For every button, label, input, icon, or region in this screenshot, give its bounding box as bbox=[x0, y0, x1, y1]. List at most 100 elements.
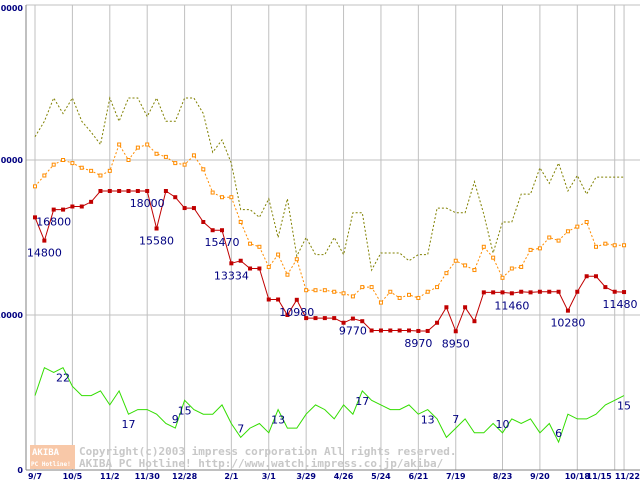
data-point-average bbox=[444, 271, 449, 276]
data-point-min bbox=[603, 285, 608, 290]
x-tick-label: 4/26 bbox=[334, 472, 354, 480]
copyright-line: Copyright(c)2003 impress corporation All… bbox=[79, 445, 457, 458]
data-point-average bbox=[509, 266, 514, 271]
data-point-average bbox=[425, 289, 430, 294]
data-point-average bbox=[229, 195, 234, 200]
x-tick-label: 3/29 bbox=[296, 472, 316, 480]
x-tick-label: 3/1 bbox=[262, 472, 276, 480]
data-point-min bbox=[294, 297, 299, 302]
series-line-max bbox=[34, 96, 624, 272]
min-price-label: 10280 bbox=[550, 317, 585, 330]
data-point-min bbox=[622, 290, 627, 295]
data-point-min bbox=[547, 289, 552, 294]
data-point-average bbox=[257, 244, 262, 249]
data-point-min bbox=[210, 228, 215, 233]
x-tick-label: 11/30 bbox=[135, 472, 161, 480]
data-point-average bbox=[89, 168, 94, 173]
data-point-min bbox=[61, 207, 66, 212]
count-label: 22 bbox=[56, 372, 70, 385]
data-point-min bbox=[556, 289, 561, 294]
data-point-average bbox=[556, 238, 561, 243]
x-tick-label: 11/15 bbox=[587, 472, 613, 480]
data-point-average bbox=[416, 295, 421, 300]
x-tick-label: 12/28 bbox=[172, 472, 198, 480]
y-tick-label: 10000 bbox=[0, 311, 23, 320]
data-point-min bbox=[173, 195, 178, 200]
data-point-min bbox=[220, 228, 224, 233]
series-line-min bbox=[34, 190, 625, 333]
data-point-average bbox=[135, 145, 140, 150]
data-point-average bbox=[341, 291, 346, 296]
data-point-min bbox=[126, 189, 131, 193]
y-tick-label: 20000 bbox=[0, 156, 23, 165]
x-tick-label: 10/18 bbox=[565, 472, 591, 480]
series-line-count bbox=[34, 366, 625, 444]
data-point-average bbox=[407, 292, 411, 297]
min-price-label: 11480 bbox=[603, 298, 638, 311]
data-point-min bbox=[435, 320, 440, 325]
data-point-average bbox=[266, 264, 271, 269]
x-tick-label: 11/22 bbox=[615, 472, 640, 480]
data-point-average bbox=[388, 289, 393, 294]
data-point-average bbox=[154, 151, 159, 156]
min-price-label: 15470 bbox=[205, 236, 240, 249]
y-tick-label: 0 bbox=[17, 466, 23, 475]
data-point-min bbox=[154, 226, 159, 231]
min-price-label: 18000 bbox=[130, 197, 165, 210]
count-label: 6 bbox=[555, 427, 562, 440]
count-label: 17 bbox=[122, 418, 136, 431]
data-point-min bbox=[332, 316, 337, 321]
data-point-min bbox=[191, 206, 196, 211]
data-point-average bbox=[378, 300, 383, 305]
x-tick-label: 7/19 bbox=[446, 472, 466, 480]
url-line: AKIBA PC Hotline! http://www.watch.impre… bbox=[79, 457, 444, 470]
data-point-min bbox=[407, 328, 411, 333]
data-point-min bbox=[444, 305, 449, 310]
count-label: 15 bbox=[617, 400, 631, 413]
data-point-average bbox=[248, 241, 253, 246]
data-point-average bbox=[182, 162, 187, 167]
data-point-average bbox=[285, 272, 290, 277]
data-point-average bbox=[369, 285, 374, 290]
data-point-min bbox=[163, 189, 168, 193]
data-point-average bbox=[528, 247, 533, 252]
data-point-average bbox=[126, 158, 131, 162]
data-point-min bbox=[388, 328, 393, 333]
data-point-average bbox=[107, 168, 112, 173]
data-point-min bbox=[285, 313, 290, 317]
x-tick-label: 5/24 bbox=[371, 472, 391, 480]
min-price-label: 15580 bbox=[139, 235, 174, 248]
data-point-average bbox=[481, 244, 486, 249]
data-point-min bbox=[509, 291, 514, 296]
data-point-min bbox=[378, 328, 383, 333]
data-point-min bbox=[238, 258, 243, 263]
min-price-label: 10980 bbox=[279, 306, 314, 319]
min-price-label: 9770 bbox=[339, 325, 367, 338]
min-price-label: 8970 bbox=[404, 337, 432, 350]
data-point-min bbox=[481, 290, 486, 295]
data-point-average bbox=[537, 246, 542, 251]
x-tick-label: 9/7 bbox=[28, 472, 42, 480]
data-point-min bbox=[575, 289, 580, 294]
data-point-min bbox=[51, 207, 56, 212]
data-point-average bbox=[435, 285, 440, 290]
data-point-average bbox=[163, 154, 168, 159]
data-point-min bbox=[313, 316, 318, 321]
count-label: 15 bbox=[178, 404, 192, 417]
min-price-label: 8950 bbox=[442, 337, 470, 350]
data-point-min bbox=[201, 220, 206, 224]
data-point-average bbox=[332, 289, 337, 294]
data-point-average bbox=[276, 252, 281, 257]
data-point-min bbox=[369, 328, 374, 333]
data-point-min bbox=[145, 189, 150, 193]
x-tick-label: 2/1 bbox=[224, 472, 238, 480]
data-point-average bbox=[70, 161, 75, 166]
data-point-average bbox=[294, 257, 299, 262]
data-point-average bbox=[98, 173, 103, 178]
data-point-average bbox=[201, 167, 206, 172]
series-line-average bbox=[34, 143, 624, 304]
data-point-average bbox=[61, 158, 66, 162]
data-point-average bbox=[210, 190, 215, 195]
data-point-min bbox=[425, 328, 430, 333]
count-label: 13 bbox=[421, 414, 435, 427]
